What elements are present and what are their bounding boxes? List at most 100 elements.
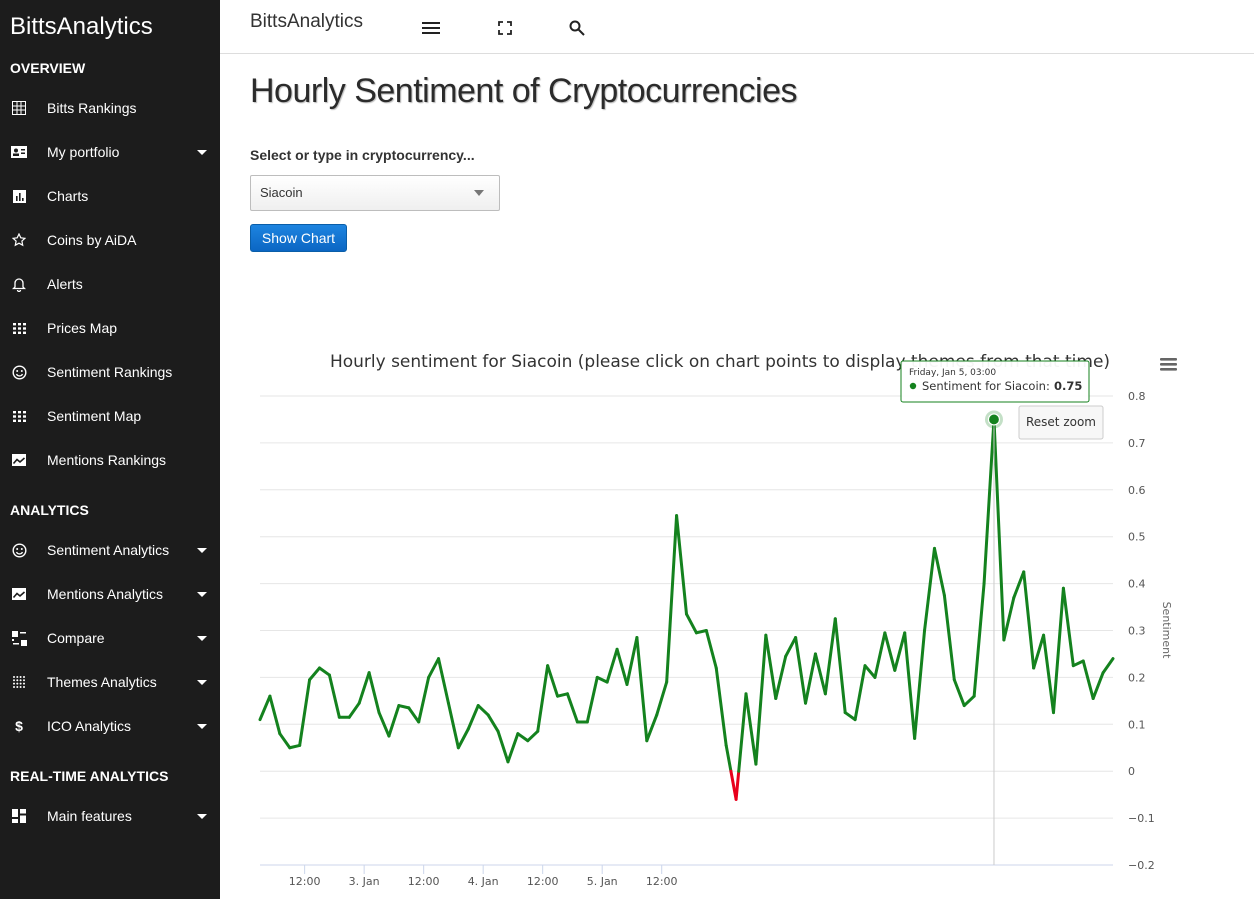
chart-point[interactable] — [553, 691, 563, 701]
chart-point[interactable] — [1048, 708, 1058, 718]
chart-point[interactable] — [820, 689, 830, 699]
coin-select[interactable]: Siacoin — [250, 175, 500, 211]
show-chart-button[interactable]: Show Chart — [250, 224, 347, 252]
chart-point[interactable] — [1039, 630, 1049, 640]
caret-down-icon[interactable] — [197, 635, 207, 641]
chart-point[interactable] — [533, 726, 543, 736]
chart-point[interactable] — [860, 661, 870, 671]
caret-down-icon[interactable] — [197, 723, 207, 729]
chart-point[interactable] — [414, 717, 424, 727]
caret-down-icon[interactable] — [197, 149, 207, 155]
chart-point[interactable] — [463, 724, 473, 734]
chart-point[interactable] — [543, 661, 553, 671]
chart-point[interactable] — [453, 743, 463, 753]
reset-zoom-button[interactable] — [1018, 405, 1104, 440]
chart-point[interactable] — [939, 590, 949, 600]
chart-point[interactable] — [255, 715, 265, 725]
chart-point[interactable] — [999, 635, 1009, 645]
chart-point[interactable] — [781, 651, 791, 661]
chart-point[interactable] — [810, 649, 820, 659]
chart-point[interactable] — [801, 698, 811, 708]
chart-point[interactable] — [830, 614, 840, 624]
sidebar-item-mentions-rankings[interactable]: Mentions Rankings — [0, 438, 220, 482]
chart-point[interactable] — [334, 712, 344, 722]
caret-down-icon[interactable] — [197, 679, 207, 685]
topbar-brand[interactable]: BittsAnalytics — [250, 11, 363, 32]
chart-point[interactable] — [721, 740, 731, 750]
chart-point[interactable] — [315, 663, 325, 673]
chart-point[interactable] — [900, 628, 910, 638]
sidebar-item-prices-map[interactable]: Prices Map — [0, 306, 220, 350]
chart-point[interactable] — [275, 729, 285, 739]
chart-point[interactable] — [870, 672, 880, 682]
chart-point[interactable] — [404, 703, 414, 713]
chart-point[interactable] — [493, 726, 503, 736]
chart-point[interactable] — [374, 708, 384, 718]
chart-point[interactable] — [959, 701, 969, 711]
chart-point[interactable] — [1019, 567, 1029, 577]
sidebar-item-mentions-analytics[interactable]: Mentions Analytics — [0, 572, 220, 616]
sidebar-item-alerts[interactable]: Alerts — [0, 262, 220, 306]
menu-icon[interactable] — [421, 18, 441, 38]
chart-point[interactable] — [652, 710, 662, 720]
chart-point[interactable] — [523, 736, 533, 746]
chart-point[interactable] — [434, 654, 444, 664]
chart-point[interactable] — [771, 694, 781, 704]
chart-point[interactable] — [761, 630, 771, 640]
chart-point[interactable] — [920, 626, 930, 636]
chart-point[interactable] — [305, 675, 315, 685]
chart-point[interactable] — [592, 672, 602, 682]
chart-point[interactable] — [632, 633, 642, 643]
chart-point[interactable] — [662, 677, 672, 687]
caret-down-icon[interactable] — [197, 591, 207, 597]
search-icon[interactable] — [567, 18, 587, 38]
sidebar-item-coins-by-aida[interactable]: Coins by AiDA — [0, 218, 220, 262]
chart-point[interactable] — [602, 677, 612, 687]
caret-down-icon[interactable] — [197, 547, 207, 553]
app-brand[interactable]: BittsAnalytics — [10, 13, 153, 40]
chart-menu-icon[interactable] — [1156, 354, 1181, 374]
chart-point[interactable] — [1088, 694, 1098, 704]
sidebar-item-charts[interactable]: Charts — [0, 174, 220, 218]
fullscreen-icon[interactable] — [495, 18, 515, 38]
chart-point[interactable] — [890, 665, 900, 675]
chart-point[interactable] — [840, 708, 850, 718]
chart-point[interactable] — [642, 736, 652, 746]
chart-point[interactable] — [1068, 661, 1078, 671]
chart-point[interactable] — [344, 712, 354, 722]
chart-point[interactable] — [503, 757, 513, 767]
sidebar-item-sentiment-analytics[interactable]: Sentiment Analytics — [0, 528, 220, 572]
chart-point[interactable] — [265, 691, 275, 701]
chart-point[interactable] — [572, 717, 582, 727]
chart-point[interactable] — [731, 794, 741, 804]
chart-point[interactable] — [850, 715, 860, 725]
chart-point[interactable] — [672, 511, 682, 521]
chart-point[interactable] — [751, 759, 761, 769]
sidebar-item-ico-analytics[interactable]: $ ICO Analytics — [0, 704, 220, 748]
chart-point[interactable] — [285, 743, 295, 753]
chart-point[interactable] — [612, 644, 622, 654]
chart-point[interactable] — [483, 710, 493, 720]
chart-point[interactable] — [1058, 583, 1068, 593]
chart-point[interactable] — [354, 698, 364, 708]
caret-down-icon[interactable] — [197, 813, 207, 819]
chart-point[interactable] — [295, 740, 305, 750]
chart-point[interactable] — [513, 729, 523, 739]
chart-point[interactable] — [711, 663, 721, 673]
chart-point[interactable] — [622, 679, 632, 689]
sidebar-item-themes-analytics[interactable]: Themes Analytics — [0, 660, 220, 704]
chart-point[interactable] — [979, 579, 989, 589]
chart-point[interactable] — [969, 691, 979, 701]
chart-point[interactable] — [1009, 593, 1019, 603]
chart-point[interactable] — [1029, 663, 1039, 673]
chart-point[interactable] — [1078, 656, 1088, 666]
chart-point[interactable] — [582, 717, 592, 727]
chart-point[interactable] — [394, 701, 404, 711]
chart-point[interactable] — [473, 701, 483, 711]
sidebar-item-main-features[interactable]: Main features — [0, 794, 220, 838]
hover-point[interactable] — [987, 413, 1001, 426]
chart-point[interactable] — [384, 731, 394, 741]
chart-point[interactable] — [424, 672, 434, 682]
chart-point[interactable] — [364, 668, 374, 678]
